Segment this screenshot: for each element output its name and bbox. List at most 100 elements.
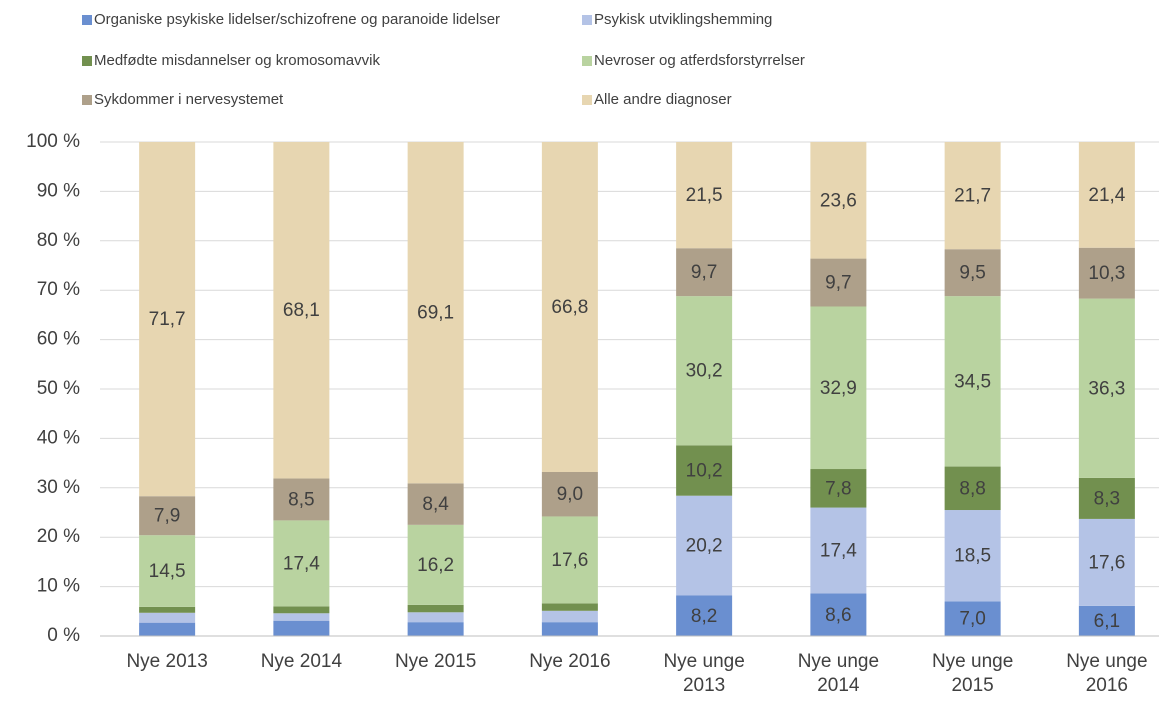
bar-segment bbox=[810, 469, 867, 508]
value-label: 9,7 bbox=[691, 262, 717, 283]
bar-segment bbox=[407, 612, 464, 623]
bar-segment bbox=[676, 142, 733, 249]
bar-segment bbox=[944, 142, 1001, 250]
x-tick-label: Nye unge 2013 bbox=[663, 651, 745, 696]
y-tick-label: 20 % bbox=[37, 526, 80, 547]
bar-segment bbox=[1078, 142, 1135, 248]
bar-segment bbox=[541, 622, 598, 636]
legend-swatch bbox=[82, 15, 92, 25]
value-label: 6,1 bbox=[1094, 611, 1120, 632]
y-tick-label: 90 % bbox=[37, 180, 80, 201]
value-label: 8,5 bbox=[288, 489, 314, 510]
value-label: 9,5 bbox=[959, 263, 985, 284]
bar-segment bbox=[676, 445, 733, 496]
bar-segment bbox=[273, 613, 330, 621]
value-label: 10,3 bbox=[1088, 263, 1125, 284]
bar-segment bbox=[1078, 247, 1135, 299]
legend-label: Nevroser og atferdsforstyrrelser bbox=[594, 52, 805, 69]
bar-segment bbox=[810, 593, 867, 636]
y-tick-label: 40 % bbox=[37, 427, 80, 448]
bar-segment bbox=[541, 516, 598, 604]
y-tick-label: 50 % bbox=[37, 378, 80, 399]
value-label: 7,9 bbox=[154, 506, 180, 527]
legend-swatch bbox=[582, 15, 592, 25]
value-label: 18,5 bbox=[954, 546, 991, 567]
value-label: 17,4 bbox=[283, 553, 320, 574]
legend-label: Organiske psykiske lidelser/schizofrene … bbox=[94, 11, 500, 28]
bar-segment bbox=[139, 606, 196, 613]
bar-segment bbox=[1078, 518, 1135, 606]
bar-segment bbox=[810, 306, 867, 470]
value-label: 66,8 bbox=[551, 297, 588, 318]
x-tick-label: Nye 2014 bbox=[260, 651, 343, 672]
bar-segment bbox=[273, 142, 330, 479]
value-label: 68,1 bbox=[283, 300, 320, 321]
bar-segment bbox=[139, 496, 196, 536]
x-tick-label: Nye 2013 bbox=[126, 651, 208, 672]
value-label: 69,1 bbox=[417, 303, 454, 324]
bar-segment bbox=[944, 601, 1001, 636]
bar-segment bbox=[139, 535, 196, 607]
value-label: 8,3 bbox=[1094, 488, 1120, 509]
bar-segment bbox=[1078, 477, 1135, 519]
value-label: 16,2 bbox=[417, 555, 454, 576]
legend-swatch bbox=[82, 95, 92, 105]
value-label: 23,6 bbox=[820, 190, 857, 211]
value-label: 36,3 bbox=[1088, 378, 1125, 399]
bar-segment bbox=[407, 483, 464, 525]
value-label: 10,2 bbox=[686, 461, 723, 482]
value-label: 21,5 bbox=[686, 185, 723, 206]
value-label: 17,6 bbox=[551, 550, 588, 571]
legend-label: Alle andre diagnoser bbox=[594, 91, 732, 108]
bar-segment bbox=[541, 471, 598, 517]
value-label: 9,0 bbox=[557, 484, 583, 505]
value-label: 9,7 bbox=[825, 273, 851, 294]
bar-segment bbox=[541, 142, 598, 472]
value-label: 21,7 bbox=[954, 186, 991, 207]
bar-segment bbox=[273, 520, 330, 607]
bar-segment bbox=[139, 622, 196, 636]
legend-label: Psykisk utviklingshemming bbox=[594, 11, 772, 28]
bar-segment bbox=[541, 610, 598, 623]
x-tick-label: Nye 2015 bbox=[394, 651, 477, 672]
x-tick-label: Nye unge 2016 bbox=[1066, 651, 1148, 696]
value-label: 21,4 bbox=[1088, 185, 1125, 206]
y-tick-label: 80 % bbox=[37, 230, 80, 251]
bar-segment bbox=[273, 620, 330, 636]
bar-segment bbox=[139, 142, 196, 497]
bar-segment bbox=[407, 604, 464, 613]
value-label: 17,6 bbox=[1088, 552, 1125, 573]
y-tick-label: 0 % bbox=[47, 625, 80, 646]
value-label: 32,9 bbox=[820, 378, 857, 399]
y-tick-label: 30 % bbox=[37, 477, 80, 498]
y-tick-label: 100 % bbox=[26, 131, 80, 152]
value-label: 30,2 bbox=[686, 361, 723, 382]
value-label: 7,0 bbox=[959, 609, 985, 630]
x-tick-label: Nye unge 2014 bbox=[797, 651, 880, 696]
x-tick-label: Nye 2016 bbox=[529, 651, 611, 672]
value-label: 8,6 bbox=[825, 605, 851, 626]
bar-segment bbox=[676, 495, 733, 596]
value-label: 8,4 bbox=[422, 494, 449, 515]
legend-swatch bbox=[582, 95, 592, 105]
y-tick-label: 60 % bbox=[37, 329, 80, 350]
value-label: 34,5 bbox=[954, 371, 991, 392]
bar-segment bbox=[407, 142, 464, 484]
bar-segment bbox=[810, 507, 867, 594]
y-tick-label: 10 % bbox=[37, 576, 80, 597]
bar-segment bbox=[676, 595, 733, 636]
legend-swatch bbox=[82, 56, 92, 66]
legend-label: Sykdommer i nervesystemet bbox=[94, 91, 284, 108]
bar-segment bbox=[1078, 605, 1135, 636]
bar-segment bbox=[810, 258, 867, 307]
bar-segment bbox=[541, 603, 598, 611]
legend-swatch bbox=[582, 56, 592, 66]
value-label: 20,2 bbox=[686, 536, 723, 557]
bar-segment bbox=[676, 296, 733, 446]
bar-segment bbox=[944, 510, 1001, 602]
bar-segment bbox=[273, 606, 330, 614]
value-label: 8,8 bbox=[959, 478, 985, 499]
y-tick-label: 70 % bbox=[37, 279, 80, 300]
